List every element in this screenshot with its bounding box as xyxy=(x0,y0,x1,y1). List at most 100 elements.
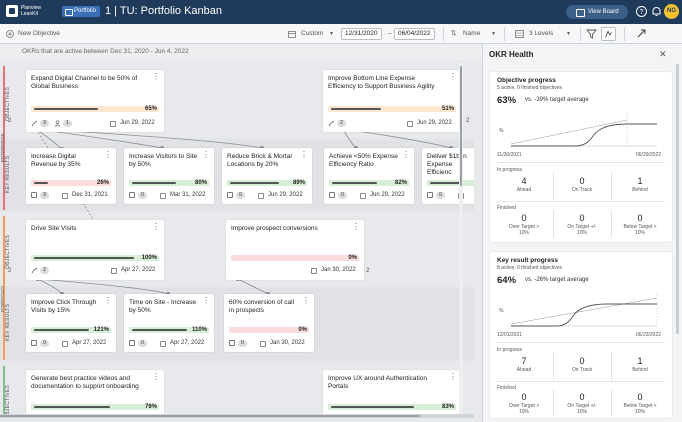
sort-chevron-down-icon[interactable]: ▼ xyxy=(491,31,496,37)
child-okr-icon[interactable] xyxy=(31,120,38,127)
progress-fill xyxy=(230,182,279,184)
card-title: Expand Digital Channel to be 50% of Glob… xyxy=(31,75,138,90)
child-okr-icon[interactable] xyxy=(31,267,38,274)
card-menu-icon[interactable]: ⋮ xyxy=(152,222,160,231)
card-title: Improve Bottom Line Expense Efficiency t… xyxy=(328,75,435,90)
card-menu-icon[interactable]: ⋮ xyxy=(104,296,112,305)
levels-select[interactable]: 3 Levels xyxy=(529,30,554,37)
card-due-date: Dec 31, 2021 xyxy=(72,192,108,198)
add-circle-icon[interactable] xyxy=(6,30,14,38)
key-result-card[interactable]: Time on Site - Increase by 50% ⋮ 110% 0 … xyxy=(124,294,214,352)
okr-card[interactable]: Improve UX around Authentication Portals… xyxy=(323,370,461,418)
progress-percent: 83% xyxy=(441,404,454,410)
new-objective-button[interactable]: New Objective xyxy=(18,30,60,37)
card-menu-icon[interactable]: ⋮ xyxy=(104,150,112,159)
key-result-card[interactable]: Increase Digital Revenue by 35% ⋮ 26% 3 … xyxy=(26,148,116,204)
card-menu-icon[interactable]: ⋮ xyxy=(449,372,457,381)
card-menu-icon[interactable]: ⋮ xyxy=(402,150,410,159)
checklist-icon[interactable] xyxy=(31,192,37,198)
okr-card[interactable]: Drive Site Visits ⋮ 100% 2 Apr 27, 2022 xyxy=(26,220,164,280)
progress-percent: 121% xyxy=(93,327,109,333)
calendar-icon xyxy=(407,121,413,127)
date-to-input[interactable]: 06/04/2022 xyxy=(394,28,435,40)
child-count-badge: 3 xyxy=(40,120,49,127)
levels-chevron-down-icon[interactable]: ▼ xyxy=(566,31,571,37)
checklist-icon[interactable] xyxy=(129,192,135,198)
card-menu-icon[interactable]: ⋮ xyxy=(300,150,308,159)
checklist-icon[interactable] xyxy=(129,340,135,346)
checklist-icon[interactable] xyxy=(31,340,37,346)
progress-bar: 76% xyxy=(31,404,159,410)
board-horizontal-scrollbar[interactable] xyxy=(0,414,474,418)
view-board-button[interactable]: View Board xyxy=(566,5,628,19)
card-menu-icon[interactable]: ⋮ xyxy=(202,296,210,305)
breadcrumb-portfolio[interactable]: Portfolio xyxy=(62,6,101,17)
okr-health-title: OKR Health xyxy=(489,50,534,59)
target-line xyxy=(510,119,628,145)
toolbar-divider xyxy=(624,27,625,41)
card-menu-icon[interactable]: ⋮ xyxy=(352,222,360,231)
planview-logo[interactable]: Planview LeanKit xyxy=(6,5,41,17)
user-icon[interactable] xyxy=(54,120,61,127)
scrollbar-thumb[interactable] xyxy=(0,415,420,417)
active-range-caption: OKRs that are active between Dec 31, 202… xyxy=(0,44,482,60)
key-result-card[interactable]: 60% conversion of call in prospects ⋮ 0%… xyxy=(224,294,314,352)
sort-select[interactable]: Name xyxy=(463,30,481,37)
expand-icon[interactable] xyxy=(634,27,649,41)
toolbar: New Objective Custom ▼ 12/31/2020 – 06/0… xyxy=(0,24,682,44)
progress-bar: 110% xyxy=(129,327,209,333)
card-menu-icon[interactable]: ⋮ xyxy=(302,296,310,305)
help-icon[interactable]: ? xyxy=(635,5,648,18)
range-mode-select[interactable]: Custom xyxy=(301,30,324,37)
key-result-card[interactable]: Deliver $1b in Expense Efficienc 0 xyxy=(422,148,474,204)
close-icon[interactable]: ✕ xyxy=(659,49,667,59)
progress-bar: 0% xyxy=(231,255,359,261)
objective-progress-chart: % xyxy=(499,112,657,147)
child-okr-icon[interactable] xyxy=(328,120,335,127)
card-due-date: Apr 27, 2022 xyxy=(170,340,205,346)
progress-bar: 121% xyxy=(31,327,111,333)
lane-3-marker xyxy=(3,366,5,418)
progress-line xyxy=(511,123,657,147)
progress-line xyxy=(511,303,657,327)
key-result-card[interactable]: Reduce Brick & Mortar Locations by 20% ⋮… xyxy=(222,148,312,204)
checklist-icon[interactable] xyxy=(227,192,233,198)
checklist-icon[interactable] xyxy=(329,192,335,198)
checklist-icon[interactable] xyxy=(427,192,433,198)
divider xyxy=(611,172,612,200)
checklist-icon[interactable] xyxy=(229,340,235,346)
logo-line-1: Planview xyxy=(21,5,42,11)
key-result-card[interactable]: Achieve <50% Expense Efficiency Ratio ⋮ … xyxy=(324,148,414,204)
health-view-icon[interactable] xyxy=(601,27,616,41)
okr-card[interactable]: Expand Digital Channel to be 50% of Glob… xyxy=(26,70,164,132)
board-vertical-scrollbar[interactable] xyxy=(459,62,463,414)
on-track-count: 0 xyxy=(579,356,585,366)
card-menu-icon[interactable]: ⋮ xyxy=(152,372,160,381)
card-menu-icon[interactable]: ⋮ xyxy=(202,150,210,159)
key-result-card[interactable]: Improve Click Through Visits by 15% ⋮ 12… xyxy=(26,294,116,352)
chart-end-date: 06/23/2022 xyxy=(636,332,662,338)
sort-icon[interactable]: ⇅ xyxy=(451,30,457,37)
below-target-label: Below Target < 10% xyxy=(623,403,657,415)
progress-percent: 80% xyxy=(194,180,207,186)
health-panel-scrollbar[interactable] xyxy=(676,64,679,334)
calendar-icon xyxy=(62,193,68,199)
progress-bar xyxy=(427,180,474,186)
card-title: Increase Visitors to Site by 50% xyxy=(129,153,198,168)
okr-card[interactable]: Generate best practice videos and docume… xyxy=(26,370,164,418)
okr-card[interactable]: Improve prospect conversions ⋮ 0% Jan 30… xyxy=(226,220,364,280)
objective-progress-panel: Objective progress 5 active, 0 finished … xyxy=(490,72,672,242)
okr-card[interactable]: Improve Bottom Line Expense Efficiency t… xyxy=(323,70,461,132)
filter-icon[interactable] xyxy=(584,27,599,41)
date-from-input[interactable]: 12/31/2020 xyxy=(341,28,382,40)
user-avatar[interactable]: NG xyxy=(664,4,679,19)
card-menu-icon[interactable]: ⋮ xyxy=(152,72,160,81)
bell-icon[interactable] xyxy=(650,5,663,18)
key-result-card[interactable]: Increase Visitors to Site by 50% ⋮ 80% 0… xyxy=(124,148,214,204)
card-due-date: Jun 29, 2022 xyxy=(417,120,452,126)
on-target-label: On Target +/- 10% xyxy=(567,224,597,236)
range-chevron-down-icon[interactable]: ▼ xyxy=(329,31,334,37)
card-menu-icon[interactable]: ⋮ xyxy=(449,72,457,81)
card-title: 60% conversion of call in prospects xyxy=(229,299,295,314)
scrollbar-thumb[interactable] xyxy=(460,66,462,186)
